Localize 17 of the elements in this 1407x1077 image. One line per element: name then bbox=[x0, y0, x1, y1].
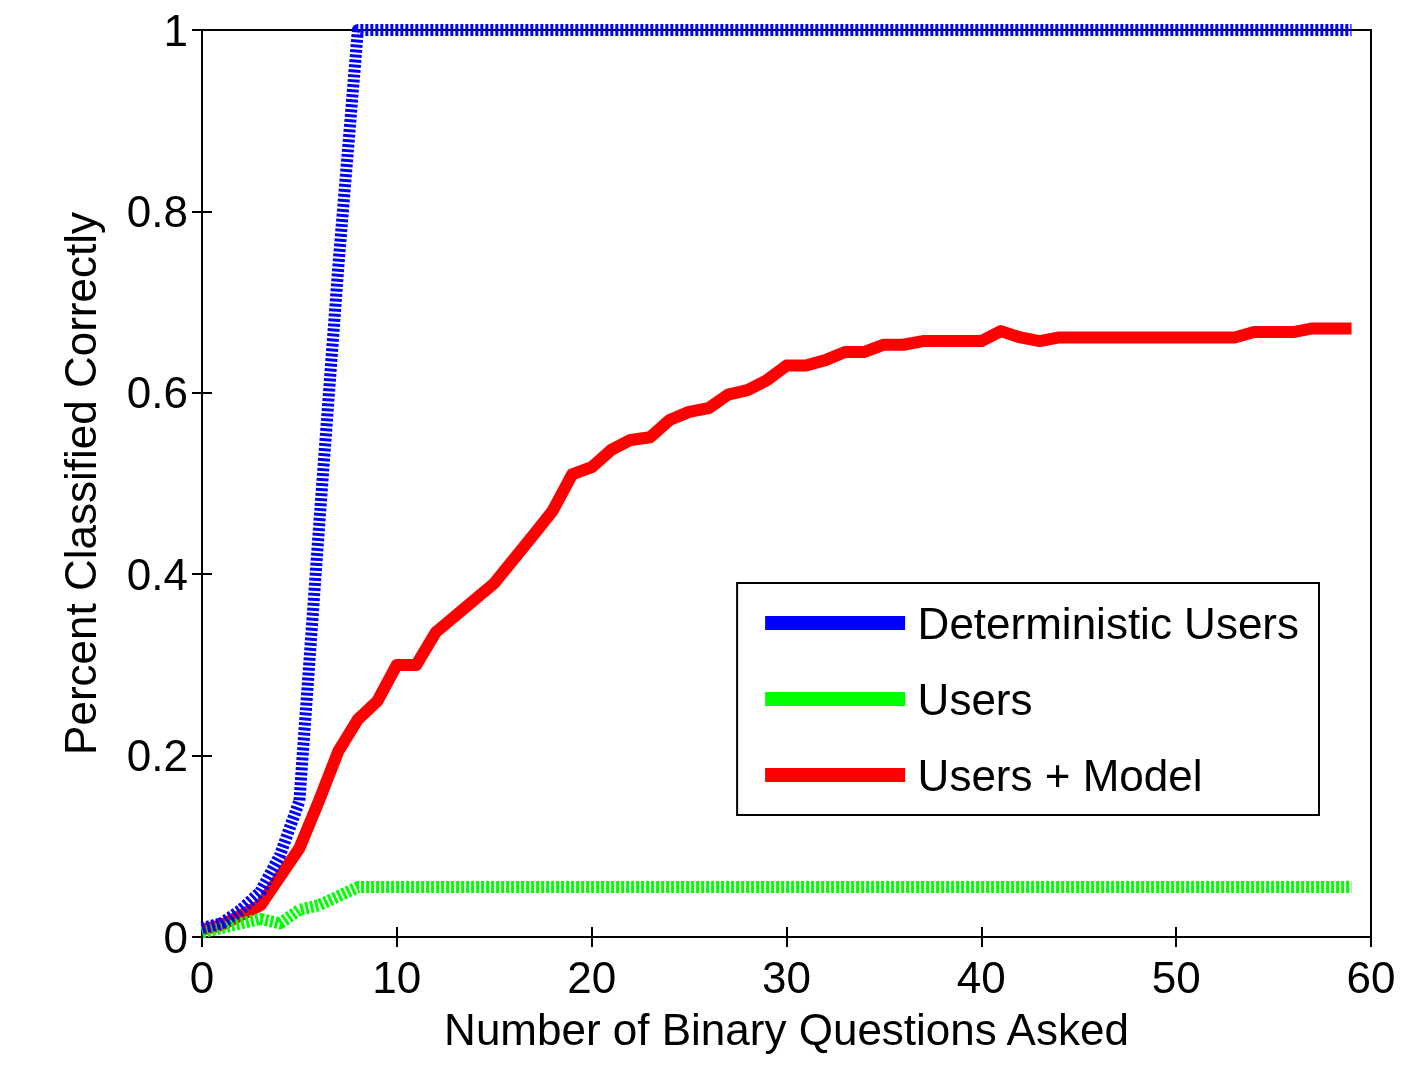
x-tick-label: 20 bbox=[567, 952, 617, 1002]
y-tick-label: 0.4 bbox=[126, 549, 188, 599]
x-axis-title: Number of Binary Questions Asked bbox=[444, 1004, 1129, 1054]
legend-label: Users bbox=[917, 674, 1033, 724]
y-tick-label: 0 bbox=[163, 912, 188, 962]
y-tick-label: 0.8 bbox=[126, 186, 188, 236]
y-axis-title: Percent Classified Correctly bbox=[55, 212, 105, 755]
x-tick-label: 60 bbox=[1346, 952, 1396, 1002]
x-tick-label: 30 bbox=[762, 952, 811, 1002]
x-tick-label: 10 bbox=[372, 952, 422, 1002]
legend-label: Users + Model bbox=[917, 750, 1203, 800]
legend-label: Deterministic Users bbox=[917, 598, 1299, 648]
x-tick-label: 50 bbox=[1151, 952, 1201, 1002]
y-tick-label: 0.6 bbox=[126, 368, 188, 418]
y-tick-label: 1 bbox=[163, 5, 188, 55]
x-tick-label: 40 bbox=[956, 952, 1006, 1002]
y-tick-label: 0.2 bbox=[126, 731, 188, 781]
